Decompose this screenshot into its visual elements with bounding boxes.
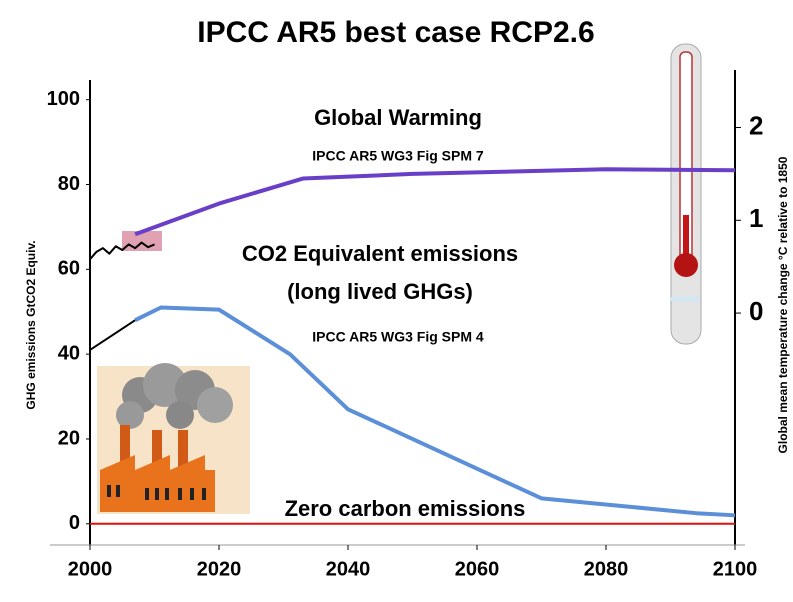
x-tick-label: 2000 xyxy=(68,558,113,580)
x-tick-label: 2100 xyxy=(713,558,758,580)
chart-title: IPCC AR5 best case RCP2.6 xyxy=(197,16,594,49)
thermometer-illustration xyxy=(670,43,702,345)
annotation: CO2 Equivalent emissions xyxy=(242,241,518,266)
y-tick-label: 20 xyxy=(58,427,80,449)
data-line xyxy=(89,319,136,351)
y-tick-label: 80 xyxy=(58,173,80,195)
y-tick-label: 0 xyxy=(69,512,80,534)
y2-tick-label: 0 xyxy=(749,296,763,326)
annotation: Zero carbon emissions xyxy=(285,496,526,521)
data-line xyxy=(89,241,155,260)
y2-tick-label: 2 xyxy=(749,110,763,140)
annotation: (long lived GHGs) xyxy=(287,279,473,304)
factory-illustration xyxy=(97,363,250,514)
y-tick-label: 40 xyxy=(58,342,80,364)
annotation: IPCC AR5 WG3 Fig SPM 4 xyxy=(312,329,484,345)
marker-box xyxy=(122,231,162,251)
annotation: IPCC AR5 WG3 Fig SPM 7 xyxy=(312,148,484,164)
y-tick-label: 60 xyxy=(58,258,80,280)
x-tick-label: 2060 xyxy=(455,558,500,580)
x-tick-label: 2080 xyxy=(584,558,629,580)
x-tick-label: 2020 xyxy=(197,558,242,580)
y2-tick-label: 1 xyxy=(749,203,763,233)
data-line xyxy=(134,167,736,237)
x-tick-label: 2040 xyxy=(326,558,371,580)
y-axis-title: GHG emissions GtCO2 Equiv. xyxy=(24,240,38,409)
y-tick-label: 100 xyxy=(47,88,80,110)
data-line xyxy=(134,305,736,518)
y2-axis-title: Global mean temperature change °C relati… xyxy=(776,156,790,453)
annotation: Global Warming xyxy=(314,105,482,130)
